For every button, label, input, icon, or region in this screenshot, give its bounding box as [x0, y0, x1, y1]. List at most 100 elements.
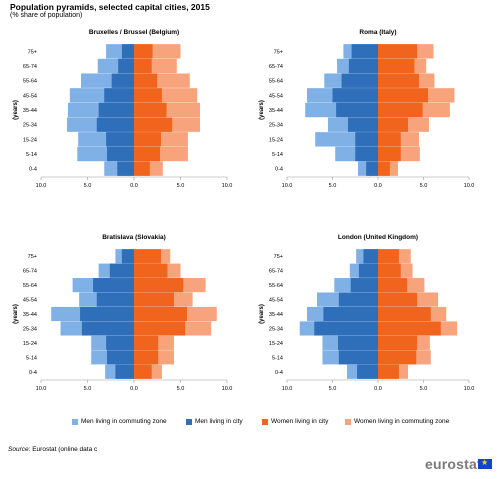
bar-men-city [96, 292, 134, 307]
x-tick-label: 5.0 [177, 386, 185, 392]
bar-men-city [358, 263, 378, 278]
bar-women-city [378, 117, 409, 132]
bar-women-city [378, 102, 423, 118]
bar-women-city [378, 364, 399, 379]
bar-men-city [338, 292, 378, 307]
y-tick-label: 55-64 [269, 283, 283, 289]
y-tick-label: 25-34 [269, 326, 283, 332]
y-tick-label: 0-4 [29, 167, 37, 173]
legend-label: Women living in commuting zone [354, 418, 450, 425]
y-tick-label: 5-14 [272, 355, 283, 361]
x-tick-label: 5.0 [420, 183, 428, 189]
bar-women-city [378, 132, 401, 147]
bar-men-city [121, 44, 134, 59]
y-tick-label: 65-74 [269, 269, 283, 275]
eu-flag-icon [478, 458, 492, 469]
legend-swatch [186, 418, 192, 425]
y-axis-label: (years) [259, 100, 265, 120]
bar-men-city [366, 161, 378, 176]
bar-women-city [378, 263, 401, 278]
bar-women-city [378, 306, 431, 322]
y-tick-label: 65-74 [269, 64, 283, 70]
y-tick-label: 35-44 [269, 312, 283, 318]
y-tick-label: 5-14 [272, 152, 283, 158]
bar-women-city [134, 249, 161, 264]
eurostat-logo: eurostat [425, 456, 482, 472]
x-tick-label: 10.0 [464, 386, 475, 392]
x-tick-label: 10.0 [464, 183, 475, 189]
bar-men-city [338, 350, 378, 365]
x-tick-label: 5.0 [84, 386, 92, 392]
legend-swatch [262, 418, 268, 425]
bar-men-city [111, 73, 134, 88]
y-tick-label: 15-24 [269, 341, 283, 347]
source-label: Source: [8, 446, 31, 453]
legend-label: Women living in city [271, 418, 329, 425]
legend-item-women-city: Women living in city [262, 418, 328, 425]
bar-women-city [378, 44, 418, 59]
y-tick-label: 25-34 [23, 326, 37, 332]
y-tick-label: 0-4 [29, 370, 37, 376]
bar-women-city [378, 146, 401, 162]
y-tick-label: 5-14 [26, 355, 37, 361]
x-tick-label: 10.0 [282, 386, 293, 392]
bar-men-city [323, 306, 378, 322]
bar-women-city [378, 58, 415, 74]
bar-women-city [134, 161, 150, 176]
y-tick-label: 35-44 [23, 312, 37, 318]
bar-women-city [134, 44, 153, 59]
bar-men-city [96, 117, 134, 132]
bar-men-city [355, 146, 378, 162]
chart-title: London (United Kingdom) [338, 234, 418, 241]
x-tick-label: 10.0 [282, 183, 293, 189]
y-tick-label: 55-64 [23, 283, 37, 289]
x-tick-label: 5.0 [420, 386, 428, 392]
x-tick-label: 5.0 [329, 386, 337, 392]
x-tick-label: 10.0 [36, 386, 47, 392]
x-tick-label: 5.0 [177, 183, 185, 189]
bar-women-city [134, 321, 186, 336]
bar-women-city [134, 146, 161, 162]
x-tick-label: 0.0 [374, 183, 382, 189]
bar-men-city [350, 278, 378, 293]
y-tick-label: 0-4 [275, 370, 283, 376]
legend-item-men-city: Men living in city [186, 418, 243, 425]
bar-women-city [134, 364, 152, 379]
x-tick-label: 10.0 [222, 183, 233, 189]
y-tick-label: 55-64 [269, 79, 283, 85]
x-tick-label: 5.0 [329, 183, 337, 189]
bar-men-city [121, 249, 134, 264]
legend: Men living in commuting zone Men living … [0, 418, 500, 430]
bar-women-city [134, 73, 158, 88]
bar-men-city [115, 364, 134, 379]
chart-title: Bruxelles / Brussel (Belgium) [89, 29, 179, 36]
bar-men-city [118, 58, 134, 74]
y-tick-label: 75+ [274, 49, 283, 55]
bar-men-city [347, 117, 378, 132]
bar-men-city [107, 146, 134, 162]
y-tick-label: 55-64 [23, 79, 37, 85]
bar-men-city [81, 321, 134, 336]
y-tick-label: 75+ [274, 254, 283, 260]
bar-women-city [134, 292, 174, 307]
bar-women-city [134, 350, 159, 365]
bar-women-city [134, 102, 167, 118]
chart-title: Roma (Italy) [359, 29, 396, 36]
y-tick-label: 35-44 [23, 108, 37, 114]
y-axis-label: (years) [259, 304, 265, 324]
bar-women-city [134, 306, 188, 322]
bar-women-city [378, 350, 417, 365]
x-tick-label: 5.0 [84, 183, 92, 189]
bar-men-city [117, 161, 134, 176]
bar-women-city [378, 335, 418, 350]
x-tick-label: 10.0 [36, 183, 47, 189]
legend-item-women-commuting: Women living in commuting zone [345, 418, 449, 425]
bar-men-city [357, 364, 378, 379]
legend-swatch [345, 418, 351, 425]
bar-men-city [93, 278, 134, 293]
y-axis-label: (years) [13, 100, 19, 120]
bar-men-city [351, 44, 378, 59]
page-subtitle: (% share of population) [10, 12, 83, 19]
y-tick-label: 45-54 [23, 93, 37, 99]
